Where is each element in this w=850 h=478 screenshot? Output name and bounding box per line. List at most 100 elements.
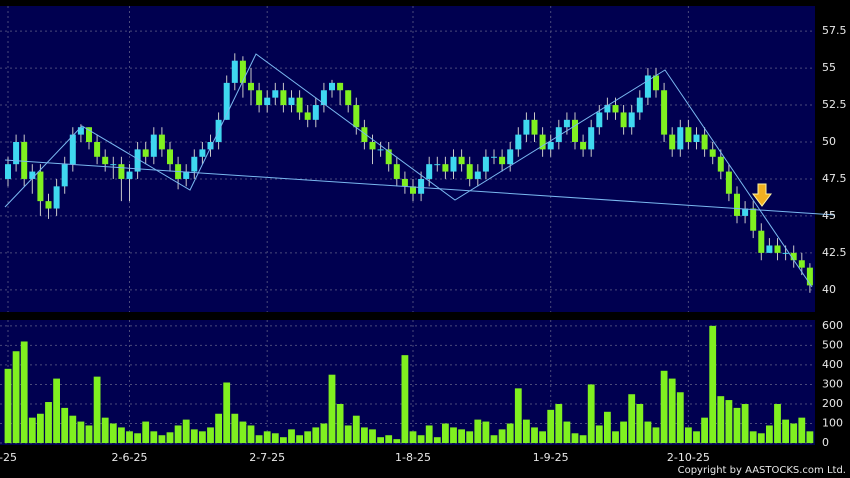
y-tick-label: 300 [822, 377, 843, 390]
volume-bar [247, 425, 255, 444]
volume-bar [790, 423, 798, 444]
candle-body [110, 164, 117, 166]
candle-body [410, 186, 416, 194]
volume-bar [693, 431, 700, 444]
candle-body [555, 127, 562, 142]
candle-body [158, 134, 165, 150]
candle-body [369, 142, 376, 150]
volume-bar [336, 403, 344, 444]
candle-body [426, 164, 433, 179]
volume-bar [523, 419, 530, 444]
volume-bar [126, 431, 133, 444]
volume-bar [660, 370, 668, 444]
candle-body [142, 149, 149, 157]
candle-body [61, 164, 68, 187]
candle-body [499, 156, 506, 165]
volume-bar [539, 431, 546, 444]
candle-body [636, 97, 643, 113]
candle-body [806, 267, 813, 286]
candle-body [304, 112, 311, 120]
volume-bar [385, 435, 393, 444]
volume-bar [85, 425, 93, 444]
x-tick-label: 2-7-25 [249, 451, 285, 464]
y-tick-label: 40 [822, 283, 836, 296]
candle-body [669, 134, 676, 150]
candle-body [248, 82, 254, 91]
y-tick-label: 52.5 [822, 98, 847, 111]
y-tick-label: 200 [822, 397, 843, 410]
y-tick-label: 55 [822, 61, 836, 74]
x-tick-label: 1-9-25 [533, 451, 569, 464]
copyright: Copyright by AASTOCKS.com Ltd. [678, 465, 846, 476]
volume-bar [782, 419, 789, 444]
volume-bar [717, 396, 725, 444]
y-tick-label: 500 [822, 338, 843, 351]
candle-body [337, 82, 344, 91]
volume-bar [498, 429, 506, 444]
candle-body [653, 75, 659, 91]
volume-bar [4, 368, 12, 444]
candle-body [13, 142, 20, 165]
candle-body [29, 171, 36, 179]
volume-bar [571, 433, 579, 444]
candle-body [717, 156, 724, 172]
candle-body [774, 245, 781, 253]
volume-bar [190, 429, 198, 444]
candle-body [37, 171, 44, 202]
volume-bar [531, 427, 538, 444]
candle-body [766, 245, 773, 253]
candle-body [183, 171, 190, 179]
candle-body [272, 90, 279, 98]
volume-bar [766, 425, 773, 444]
y-tick-label: 50 [822, 135, 836, 148]
volume-bar [595, 425, 603, 444]
candle-body [572, 119, 578, 142]
volume-bar [668, 378, 676, 444]
volume-bar [207, 427, 214, 444]
candle-body [126, 171, 133, 179]
candle-body [612, 105, 619, 113]
volume-bar [798, 417, 806, 444]
trend-lines [4, 53, 836, 288]
candle-body [482, 156, 489, 172]
volume-bar [239, 421, 247, 444]
volume-bar [182, 419, 190, 444]
candle-body [361, 127, 368, 142]
volume-bar [312, 427, 320, 444]
candle-body [563, 119, 570, 128]
volume-bar [344, 425, 352, 444]
y-tick-label: 57.5 [822, 24, 847, 37]
candle-body [539, 134, 546, 150]
volume-bar [142, 421, 150, 444]
candle-body [69, 134, 76, 165]
y-tick-label: 42.5 [822, 246, 847, 259]
volume-bar [733, 407, 741, 444]
volume-bar [701, 417, 708, 444]
volume-bar [361, 427, 368, 444]
volume-bar [93, 376, 101, 444]
volume-bar [369, 429, 376, 444]
volume-bar [636, 403, 644, 444]
candle-body [280, 90, 287, 106]
candle-body [345, 90, 352, 106]
candle-body [434, 164, 441, 166]
candle-body [661, 90, 668, 135]
volume-bar [741, 403, 749, 444]
volume-bar [320, 423, 328, 444]
volume-bar [328, 374, 336, 444]
candle-body [418, 178, 425, 194]
price-panel [0, 6, 815, 312]
candle-body [442, 164, 449, 172]
candle-body [312, 105, 319, 120]
y-tick-label: 45 [822, 209, 836, 222]
volume-bar [442, 423, 449, 444]
volume-bar [45, 402, 52, 444]
x-tick-label: 2-10-25 [667, 451, 710, 464]
candle-body [782, 252, 789, 254]
candle-body [256, 90, 263, 106]
volume-bar [255, 435, 263, 444]
volume-bar [433, 437, 441, 444]
volume-bar [304, 431, 312, 444]
volume-bar [174, 425, 182, 444]
